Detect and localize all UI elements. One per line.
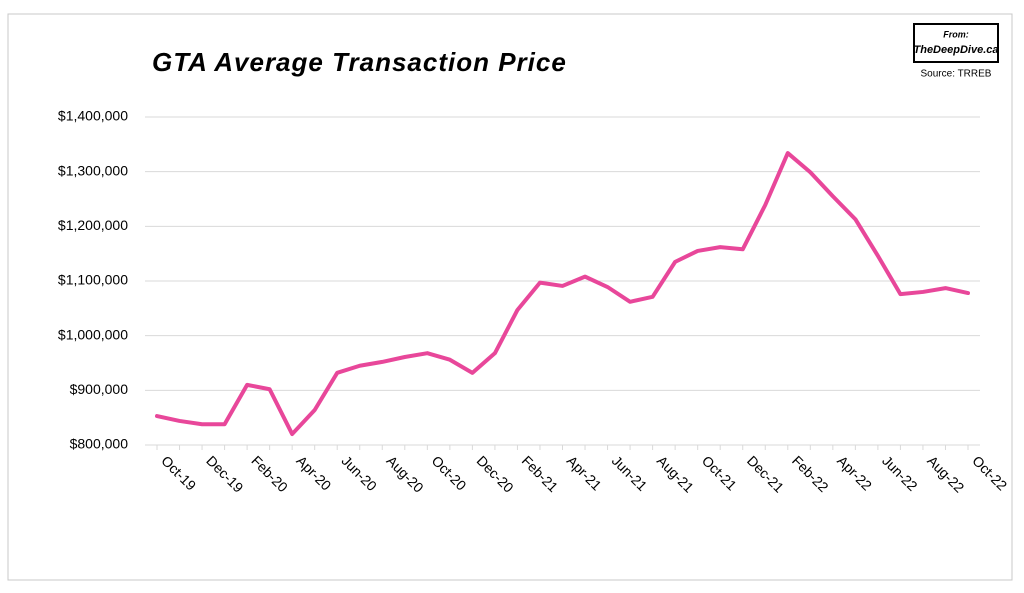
badge-line2: TheDeepDive.ca: [914, 44, 999, 56]
y-tick-label: $900,000: [70, 381, 129, 397]
y-tick-label: $1,300,000: [58, 162, 128, 178]
badge: [913, 23, 999, 63]
series-line: [155, 151, 970, 437]
y-tick-label: $1,200,000: [58, 217, 128, 233]
source: Source: TRREB: [921, 69, 992, 80]
chart-title: GTA Average Transaction Price: [152, 47, 567, 77]
badge-line1: From:: [943, 29, 969, 39]
frame: [7, 13, 1013, 581]
y-tick-label: $800,000: [70, 436, 129, 452]
y-tick-label: $1,400,000: [58, 108, 128, 124]
y-tick-label: $1,100,000: [58, 272, 128, 288]
y-tick-label: $1,000,000: [58, 326, 128, 342]
